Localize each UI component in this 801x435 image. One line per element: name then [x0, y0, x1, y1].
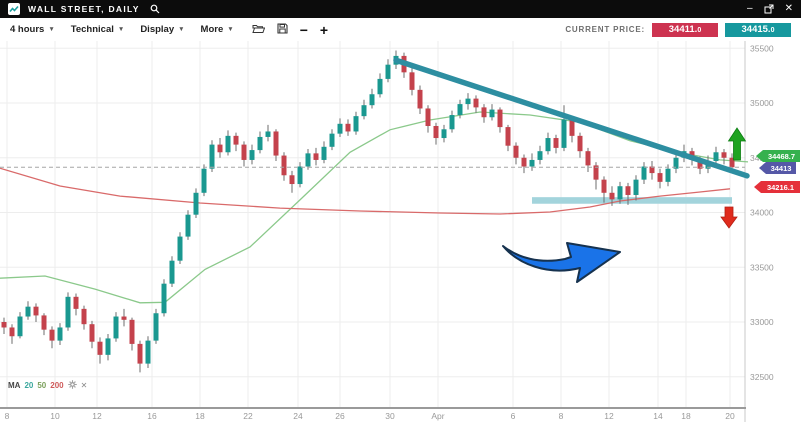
ma-period-50: 50 [37, 381, 47, 390]
chevron-down-icon: ▼ [117, 26, 125, 33]
popout-icon[interactable] [764, 4, 774, 14]
sell-price-badge[interactable]: 34411. 0 [652, 22, 718, 37]
svg-text:24: 24 [293, 411, 303, 421]
svg-text:8: 8 [559, 411, 564, 421]
more-dropdown[interactable]: More ▼ [200, 24, 234, 35]
svg-text:10: 10 [50, 411, 60, 421]
svg-text:34468.7: 34468.7 [768, 152, 795, 161]
buy-price-badge[interactable]: 34415. 0 [725, 22, 791, 37]
instrument-title: WALL STREET, DAILY [28, 4, 140, 14]
close-button[interactable]: ✕ [784, 3, 793, 14]
svg-text:22: 22 [243, 411, 253, 421]
svg-text:34413: 34413 [771, 164, 792, 173]
tool-icons: − + [251, 21, 329, 39]
svg-text:26: 26 [335, 411, 345, 421]
svg-text:33000: 33000 [750, 317, 774, 327]
svg-text:Apr: Apr [431, 411, 444, 421]
svg-text:14: 14 [653, 411, 663, 421]
app-logo-icon [8, 3, 20, 15]
svg-text:34216.1: 34216.1 [767, 183, 794, 192]
svg-text:12: 12 [604, 411, 614, 421]
ma-label: MA [8, 381, 21, 390]
remove-indicator-icon[interactable]: ✕ [80, 381, 88, 390]
current-price-row: CURRENT PRICE: 34411. 0 34415. 0 [565, 22, 791, 37]
chevron-down-icon: ▼ [178, 26, 185, 33]
svg-text:18: 18 [195, 411, 205, 421]
title-bar: WALL STREET, DAILY – ✕ [0, 0, 801, 18]
search-icon[interactable] [150, 4, 160, 14]
svg-text:30: 30 [385, 411, 395, 421]
ma-period-20: 20 [24, 381, 34, 390]
open-folder-icon[interactable] [251, 21, 265, 39]
svg-text:35000: 35000 [750, 98, 774, 108]
svg-text:18: 18 [681, 411, 691, 421]
zoom-out-button[interactable]: − [299, 21, 308, 38]
ma-indicator-legend: MA 20 50 200 ✕ [8, 380, 87, 391]
gear-icon[interactable] [67, 380, 77, 391]
svg-text:35500: 35500 [750, 43, 774, 53]
timeframe-dropdown[interactable]: 4 hours ▼ [10, 24, 55, 35]
svg-text:6: 6 [511, 411, 516, 421]
chevron-down-icon: ▼ [227, 26, 234, 33]
technical-dropdown[interactable]: Technical ▼ [70, 24, 125, 35]
current-price-label: CURRENT PRICE: [565, 25, 645, 34]
minimize-button[interactable]: – [747, 3, 753, 14]
chart-toolbar: 4 hours ▼ Technical ▼ Display ▼ More ▼ −… [0, 18, 801, 41]
svg-text:12: 12 [92, 411, 102, 421]
svg-text:33500: 33500 [750, 262, 774, 272]
svg-text:34000: 34000 [750, 208, 774, 218]
zoom-in-button[interactable]: + [319, 21, 329, 38]
ma-period-200: 200 [50, 381, 64, 390]
svg-text:20: 20 [725, 411, 735, 421]
window-controls: – ✕ [747, 4, 793, 14]
save-icon[interactable] [277, 21, 288, 39]
chevron-down-icon: ▼ [48, 26, 55, 33]
display-dropdown[interactable]: Display ▼ [140, 24, 185, 35]
svg-text:16: 16 [147, 411, 157, 421]
svg-text:8: 8 [5, 411, 10, 421]
svg-text:32500: 32500 [750, 372, 774, 382]
